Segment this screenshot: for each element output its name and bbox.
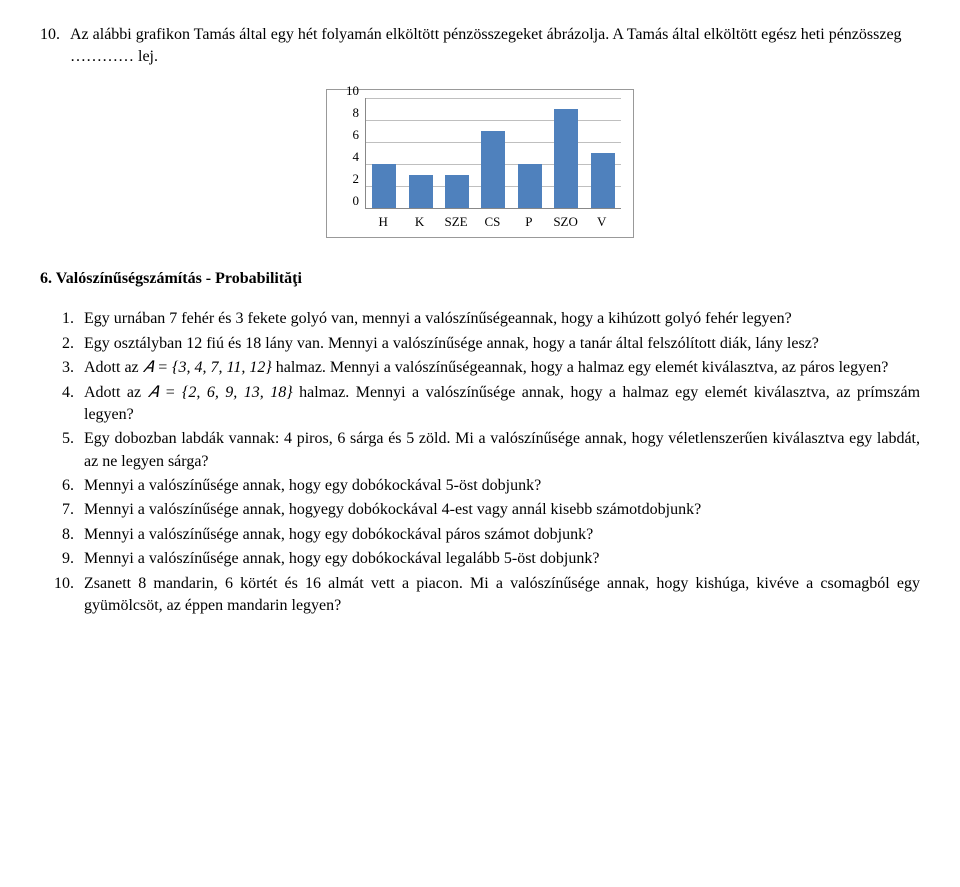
bar <box>481 131 505 208</box>
bar-chart: 1086420HKSZECSPSZOV <box>326 89 634 238</box>
y-tick-label: 8 <box>353 105 360 120</box>
x-tick-label: SZO <box>547 213 583 231</box>
section-title: 6. Valószínűségszámítás - Probabilităţi <box>40 268 920 290</box>
question-10: 10. Az alábbi grafikon Tamás által egy h… <box>40 24 920 69</box>
bar <box>591 153 615 208</box>
problem-8-text: Mennyi a valószínűsége annak, hogy egy d… <box>84 526 593 543</box>
y-tick-label: 6 <box>353 127 360 142</box>
problem-1-text: Egy urnában 7 fehér és 3 fekete golyó va… <box>84 310 792 327</box>
plot-area <box>365 98 621 209</box>
x-tick-label: K <box>402 213 438 231</box>
x-tick-label: CS <box>474 213 510 231</box>
y-tick-label: 2 <box>353 171 360 186</box>
y-tick-label: 10 <box>346 83 359 98</box>
problem-list: Egy urnában 7 fehér és 3 fekete golyó va… <box>40 308 920 617</box>
problem-4: Adott az 𝐴 = {2, 6, 9, 13, 18} halmaz. M… <box>78 382 920 427</box>
problem-3: Adott az 𝐴 = {3, 4, 7, 11, 12} halmaz. M… <box>78 357 920 379</box>
problem-10-text: Zsanett 8 mandarin, 6 körtét és 16 almát… <box>84 575 920 614</box>
problem-4-set: 𝐴 = {2, 6, 9, 13, 18} <box>148 384 293 401</box>
bars-group <box>366 98 621 208</box>
x-axis: HKSZECSPSZOV <box>365 213 620 231</box>
problem-3-text-b: halmaz. Mennyi a valószínűségeannak, hog… <box>272 359 889 376</box>
problem-4-text-a: Adott az <box>84 384 148 401</box>
problem-1: Egy urnában 7 fehér és 3 fekete golyó va… <box>78 308 920 330</box>
problem-5: Egy dobozban labdák vannak: 4 piros, 6 s… <box>78 428 920 473</box>
chart-container: 1086420HKSZECSPSZOV <box>40 89 920 238</box>
problem-10: Zsanett 8 mandarin, 6 körtét és 16 almát… <box>78 573 920 618</box>
question-10-text: Az alábbi grafikon Tamás által egy hét f… <box>70 24 920 69</box>
bar <box>372 164 396 208</box>
bar <box>409 175 433 208</box>
problem-7-text: Mennyi a valószínűsége annak, hogyegy do… <box>84 501 701 518</box>
problem-3-text-a: Adott az <box>84 359 143 376</box>
question-10-number: 10. <box>40 24 70 46</box>
x-tick-label: P <box>511 213 547 231</box>
problem-6: Mennyi a valószínűsége annak, hogy egy d… <box>78 475 920 497</box>
x-tick-label: H <box>365 213 401 231</box>
x-tick-label: SZE <box>438 213 474 231</box>
problem-2-text: Egy osztályban 12 fiú és 18 lány van. Me… <box>84 335 819 352</box>
problem-7: Mennyi a valószínűsége annak, hogyegy do… <box>78 499 920 521</box>
problem-3-set: 𝐴 = {3, 4, 7, 11, 12} <box>143 359 272 376</box>
bar <box>554 109 578 208</box>
question-10-blank: ………… lej. <box>70 48 158 65</box>
question-10-text-a: Az alábbi grafikon Tamás által egy hét f… <box>70 26 902 43</box>
problem-9-text: Mennyi a valószínűsége annak, hogy egy d… <box>84 550 599 567</box>
problem-2: Egy osztályban 12 fiú és 18 lány van. Me… <box>78 333 920 355</box>
y-tick-label: 0 <box>353 193 360 208</box>
problem-6-text: Mennyi a valószínűsége annak, hogy egy d… <box>84 477 541 494</box>
bar <box>445 175 469 208</box>
y-axis: 1086420 <box>335 98 365 208</box>
bar <box>518 164 542 208</box>
problem-5-text: Egy dobozban labdák vannak: 4 piros, 6 s… <box>84 430 920 469</box>
y-tick-label: 4 <box>353 149 360 164</box>
problem-8: Mennyi a valószínűsége annak, hogy egy d… <box>78 524 920 546</box>
problem-9: Mennyi a valószínűsége annak, hogy egy d… <box>78 548 920 570</box>
x-tick-label: V <box>584 213 620 231</box>
